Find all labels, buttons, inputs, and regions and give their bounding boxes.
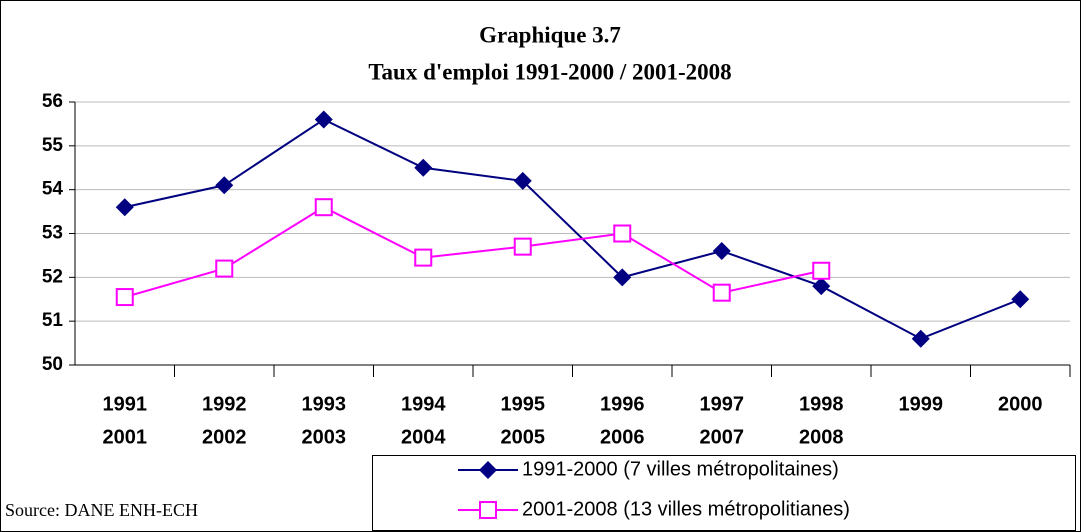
point bbox=[1011, 290, 1030, 309]
source-note: Source: DANE ENH-ECH bbox=[5, 500, 198, 520]
x-tick-label: 1994 bbox=[401, 393, 446, 415]
point bbox=[115, 288, 134, 307]
x-tick-label: 2005 bbox=[501, 426, 546, 448]
x-tick-label: 1999 bbox=[899, 393, 944, 415]
x-tick-label: 2001 bbox=[103, 426, 148, 448]
point bbox=[712, 283, 731, 302]
point bbox=[911, 329, 930, 348]
point bbox=[812, 277, 831, 296]
chart-title: Taux d'emploi 1991-2000 / 2001-2008 bbox=[368, 59, 731, 84]
point bbox=[115, 198, 134, 217]
point bbox=[215, 176, 234, 195]
point bbox=[414, 248, 433, 267]
x-tick-label: 1996 bbox=[600, 393, 645, 415]
chart-title: Graphique 3.7 bbox=[479, 22, 621, 47]
y-tick-label: 53 bbox=[42, 223, 63, 244]
point bbox=[513, 237, 532, 256]
point bbox=[712, 242, 731, 261]
legend-label: 1991-2000 (7 villes métropolitaines) bbox=[522, 458, 839, 480]
point bbox=[613, 268, 632, 287]
x-tick-label: 1991 bbox=[103, 393, 148, 415]
point bbox=[513, 171, 532, 190]
y-tick-label: 52 bbox=[42, 266, 63, 287]
series-line bbox=[124, 206, 822, 299]
x-tick-label: 1997 bbox=[700, 393, 745, 415]
point bbox=[479, 501, 497, 519]
x-tick-label: 2006 bbox=[600, 426, 645, 448]
x-tick-label: 2000 bbox=[998, 393, 1043, 415]
point bbox=[215, 259, 234, 278]
x-tick-label: 1998 bbox=[799, 393, 844, 415]
point bbox=[414, 158, 433, 177]
y-tick-label: 54 bbox=[42, 179, 64, 200]
x-tick-label: 2004 bbox=[401, 426, 446, 448]
x-tick-label: 1995 bbox=[501, 393, 546, 415]
x-tick-label: 2003 bbox=[302, 426, 347, 448]
legend-label: 2001-2008 (13 villes métropolitianes) bbox=[522, 498, 850, 520]
x-tick-label: 2002 bbox=[202, 426, 247, 448]
point bbox=[613, 224, 632, 243]
point bbox=[812, 261, 831, 280]
x-tick-label: 1992 bbox=[202, 393, 247, 415]
y-tick-label: 56 bbox=[42, 91, 63, 112]
y-tick-label: 50 bbox=[42, 354, 63, 375]
y-tick-label: 51 bbox=[42, 310, 64, 331]
x-tick-label: 1993 bbox=[302, 393, 347, 415]
point bbox=[314, 198, 333, 217]
x-tick-label: 2008 bbox=[799, 426, 844, 448]
x-tick-label: 2007 bbox=[700, 426, 745, 448]
point bbox=[479, 461, 497, 479]
point bbox=[314, 110, 333, 129]
y-tick-label: 55 bbox=[42, 135, 64, 156]
series-line bbox=[124, 118, 1021, 340]
